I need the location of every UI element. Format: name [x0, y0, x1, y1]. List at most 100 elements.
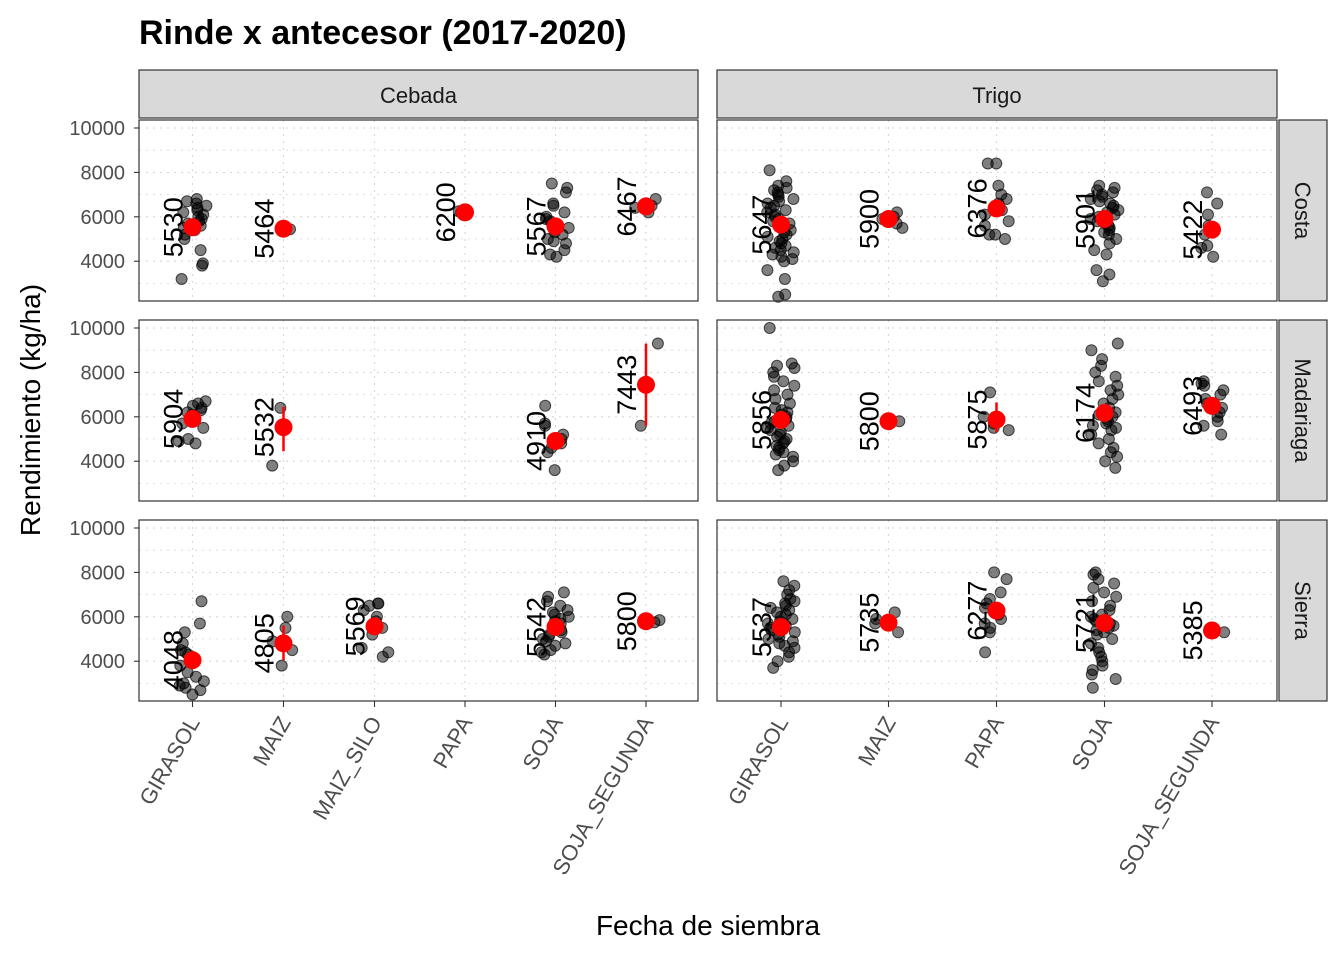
mean-point — [1095, 613, 1114, 632]
mean-point — [772, 618, 790, 637]
panel-cebada-costa — [139, 120, 698, 301]
mean-point — [987, 199, 1006, 218]
data-point — [1201, 186, 1213, 199]
panel-data-trigo-costa: 5647 5900 6376 5901 5422 — [716, 119, 1278, 303]
data-point — [769, 448, 782, 461]
mean-point — [637, 197, 655, 216]
data-point — [558, 206, 571, 219]
data-point — [186, 688, 199, 701]
mean-point — [183, 409, 202, 428]
data-point — [788, 362, 801, 374]
mean-point — [274, 418, 293, 437]
mean-point — [1203, 220, 1221, 239]
x-axis-title: Fecha de siembra — [596, 910, 821, 941]
mean-label: 5569 — [341, 596, 371, 656]
data-point — [892, 626, 905, 639]
data-point — [195, 595, 208, 608]
data-point — [357, 604, 370, 617]
column-strips: Cebada Trigo — [138, 69, 1278, 119]
data-point — [547, 199, 560, 212]
data-point — [197, 421, 210, 434]
data-point — [1111, 337, 1124, 350]
mean-label: 6376 — [963, 178, 993, 238]
data-point — [761, 230, 774, 243]
data-point — [1096, 659, 1109, 672]
data-point — [761, 264, 774, 277]
mean-label: 5901 — [1071, 189, 1101, 249]
panels: 5530 5464 6200 5567 6467 5647 5900 6376 5901 5422… — [138, 119, 1278, 702]
mean-label: 6493 — [1178, 376, 1208, 436]
panel-background — [139, 320, 698, 501]
data-point — [1195, 241, 1208, 254]
data-point — [1088, 244, 1101, 257]
data-point — [266, 459, 279, 472]
mean-point — [1095, 209, 1114, 228]
mean-point — [274, 634, 293, 653]
data-point — [1085, 428, 1098, 441]
data-point — [896, 221, 909, 234]
mean-label: 4048 — [159, 630, 189, 690]
data-point — [1090, 264, 1103, 277]
mean-label: 5856 — [747, 390, 777, 450]
panel-border — [716, 119, 1278, 302]
data-point — [1000, 573, 1013, 586]
data-point — [1106, 633, 1119, 645]
mean-point — [1095, 403, 1114, 422]
panel-background — [139, 520, 698, 701]
data-point — [981, 157, 994, 170]
mean-point — [1203, 396, 1221, 415]
data-point — [557, 586, 570, 599]
data-point — [548, 464, 561, 477]
data-point — [778, 255, 791, 268]
mean-point — [546, 431, 565, 450]
mean-label: 7443 — [612, 355, 642, 415]
panel-border — [138, 119, 699, 302]
data-point — [1109, 461, 1122, 474]
mean-label: 5567 — [522, 196, 552, 256]
data-point — [779, 204, 792, 217]
data-point — [177, 206, 190, 219]
mean-point — [546, 217, 565, 236]
mean-label: 5800 — [855, 391, 885, 451]
data-point — [175, 273, 188, 285]
data-point — [1099, 455, 1112, 468]
data-point — [1098, 586, 1111, 599]
y-axis-title: Rendimiento (kg/ha) — [15, 284, 46, 536]
data-point — [979, 646, 992, 659]
panel-data-cebada-costa: 5530 5464 6200 5567 6467 — [138, 119, 699, 302]
data-point — [275, 659, 288, 672]
mean-label: 6277 — [963, 581, 993, 641]
mean-point — [879, 412, 898, 431]
mean-label: 4805 — [250, 613, 280, 673]
panel-cebada-sierra — [139, 520, 698, 701]
data-point — [281, 610, 294, 623]
data-point — [559, 637, 572, 650]
data-point — [189, 437, 202, 450]
data-point — [767, 661, 780, 674]
mean-label: 5721 — [1071, 593, 1101, 653]
data-point — [1108, 577, 1121, 590]
data-point — [988, 566, 1001, 579]
panel-cebada-madariaga — [139, 320, 698, 501]
mean-point — [987, 601, 1006, 620]
data-point — [1207, 250, 1220, 263]
y-tick-label: 6000 — [81, 607, 126, 629]
data-point — [983, 626, 996, 639]
data-point — [777, 575, 790, 588]
data-point — [1086, 595, 1098, 608]
data-point — [651, 337, 664, 350]
strip-label-cebada: Cebada — [380, 83, 458, 108]
mean-point — [772, 215, 790, 234]
strip-label-costa: Costa — [1290, 182, 1315, 240]
data-point — [355, 641, 368, 654]
data-point — [178, 233, 191, 245]
data-point — [545, 177, 558, 190]
mean-label: 6200 — [431, 182, 461, 242]
mean-label: 5532 — [250, 397, 280, 457]
y-tick-label: 8000 — [81, 162, 126, 184]
panel-data-trigo-madariaga: 5856 5800 5875 6174 6493 — [716, 319, 1278, 502]
mean-label: 5800 — [612, 591, 642, 651]
mean-point — [274, 219, 293, 238]
data-point — [787, 193, 800, 205]
panel-data-trigo-sierra: 5537 5735 6277 5721 5385 — [716, 519, 1278, 702]
